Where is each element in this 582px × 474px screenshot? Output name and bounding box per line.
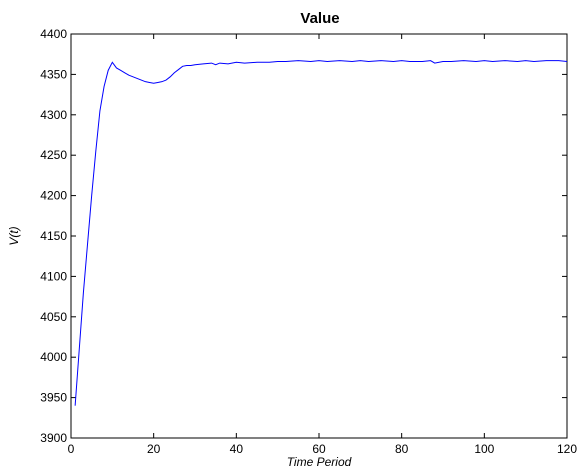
x-axis-label: Time Period (287, 455, 352, 469)
x-tick-label: 80 (395, 442, 409, 456)
y-tick-label: 4350 (40, 67, 67, 81)
series-line (74, 60, 568, 406)
y-tick-label: 4400 (40, 27, 67, 41)
y-axis-label: V(t) (7, 226, 21, 245)
y-tick-label: 4300 (40, 108, 67, 122)
chart-title: Value (300, 10, 339, 27)
x-tick-label: 100 (474, 442, 494, 456)
y-tick-label: 4100 (40, 269, 67, 283)
x-tick-label: 60 (312, 442, 326, 456)
plot-area (70, 33, 568, 439)
y-tick-label: 3950 (40, 391, 67, 405)
y-tick-label: 4250 (40, 148, 67, 162)
y-tick-label: 4050 (40, 310, 67, 324)
series-layer (74, 60, 568, 406)
x-tick-label: 120 (557, 442, 577, 456)
x-tick-label: 0 (68, 442, 75, 456)
x-tick-label: 20 (147, 442, 161, 456)
x-tick-label: 40 (230, 442, 244, 456)
y-tick-label: 4150 (40, 229, 67, 243)
y-tick-label: 4200 (40, 189, 67, 203)
axis-ticks: 0 20 40 60 80 100 120 3900 3950 4000 4050 4100 4150 4… (40, 27, 577, 456)
y-tick-label: 4000 (40, 350, 67, 364)
y-tick-label: 3900 (40, 431, 67, 445)
